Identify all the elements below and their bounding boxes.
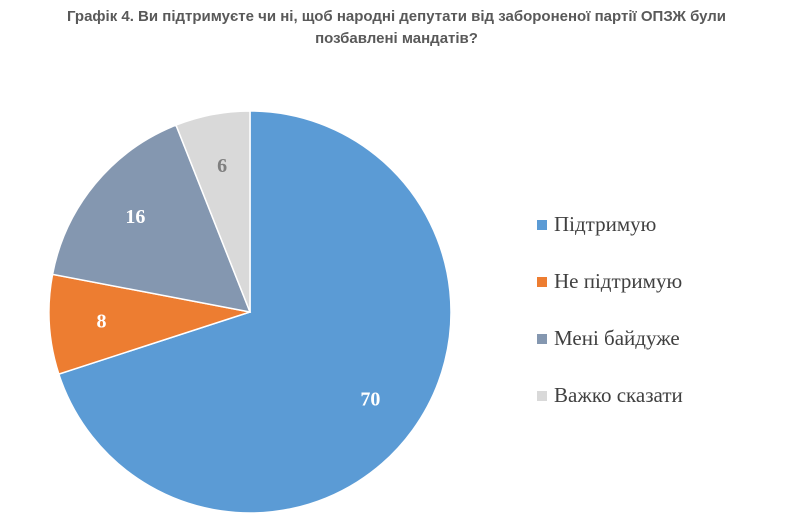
chart-title: Графік 4. Ви підтримуєте чи ні, щоб наро… — [0, 6, 793, 50]
legend-item: Підтримую — [537, 212, 683, 269]
chart-title-line-2: позбавлені мандатів? — [315, 30, 478, 47]
legend-item: Не підтримую — [537, 269, 683, 326]
legend-label: Не підтримую — [554, 269, 683, 293]
legend-item: Важко сказати — [537, 383, 683, 440]
legend-label: Мені байдуже — [554, 326, 680, 350]
legend: Підтримую Не підтримую Мені байдуже Важк… — [537, 212, 683, 440]
legend-label: Важко сказати — [554, 383, 683, 407]
legend-swatch — [537, 391, 547, 401]
pie-slice-2 — [48, 273, 251, 376]
legend-swatch — [537, 334, 547, 344]
data-label-3: 16 — [125, 206, 145, 228]
legend-swatch — [537, 277, 547, 287]
data-label-2: 8 — [97, 310, 107, 332]
pie-slice-3 — [51, 124, 252, 313]
legend-item: Мені байдуже — [537, 326, 683, 383]
pie-slice-4 — [175, 110, 251, 313]
legend-label: Підтримую — [554, 212, 657, 236]
chart-title-line-1: Графік 4. Ви підтримуєте чи ні, щоб наро… — [66, 8, 727, 25]
data-label-1: 70 — [360, 388, 380, 410]
pie-slice-1 — [57, 110, 452, 514]
legend-swatch — [537, 220, 547, 230]
data-label-4: 6 — [217, 155, 227, 177]
